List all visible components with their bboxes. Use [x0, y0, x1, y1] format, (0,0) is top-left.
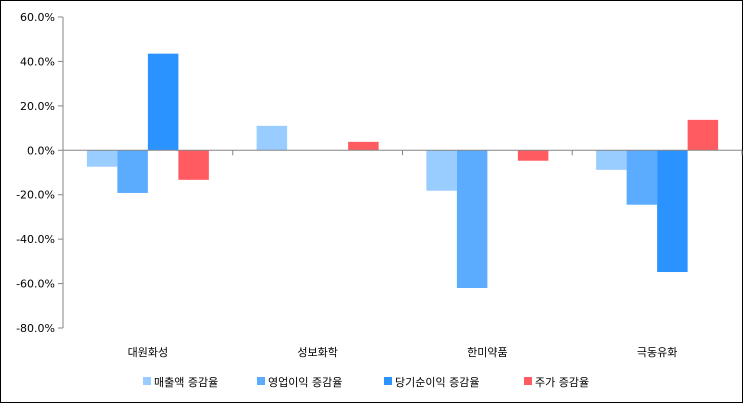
bar-2-3	[657, 150, 688, 273]
y-tick-label: 20.0%	[20, 100, 55, 113]
y-tick-label: -80.0%	[16, 322, 55, 335]
legend-label-1: 영업이익 증감율	[268, 376, 342, 389]
bar-1-3	[626, 150, 658, 205]
bar-3-3	[687, 119, 719, 151]
bar-1-0	[117, 150, 148, 193]
x-tick-label: 한미약품	[467, 345, 507, 359]
legend-label-2: 당기순이익 증감율	[395, 376, 479, 389]
legend-swatch-1	[257, 377, 265, 385]
legend-label-3: 주가 증감율	[535, 376, 589, 389]
bar-0-3	[596, 150, 627, 170]
bar-0-0	[86, 150, 118, 167]
legend-swatch-3	[524, 377, 532, 385]
legend-swatch-0	[143, 377, 151, 385]
bar-0-1	[256, 125, 288, 151]
bar-3-1	[348, 141, 379, 151]
x-tick-label: 대원화성	[128, 346, 168, 359]
y-tick-label: 40.0%	[20, 55, 55, 68]
x-tick-label: 극동유화	[637, 346, 677, 359]
bar-1-2	[456, 150, 488, 289]
legend-swatch-2	[384, 377, 392, 385]
bar-2-0	[147, 53, 179, 151]
y-tick-label: 0.0%	[27, 144, 55, 157]
y-tick-label: -40.0%	[16, 233, 55, 246]
y-tick-label: -60.0%	[16, 278, 55, 291]
x-tick-label: 성보화학	[297, 346, 337, 359]
bar-0-2	[426, 150, 457, 191]
bar-3-2	[517, 150, 549, 161]
bar-3-0	[178, 150, 209, 180]
legend-label-0: 매출액 증감율	[154, 376, 218, 389]
y-tick-label: 60.0%	[20, 11, 55, 24]
y-tick-label: -20.0%	[16, 189, 55, 202]
